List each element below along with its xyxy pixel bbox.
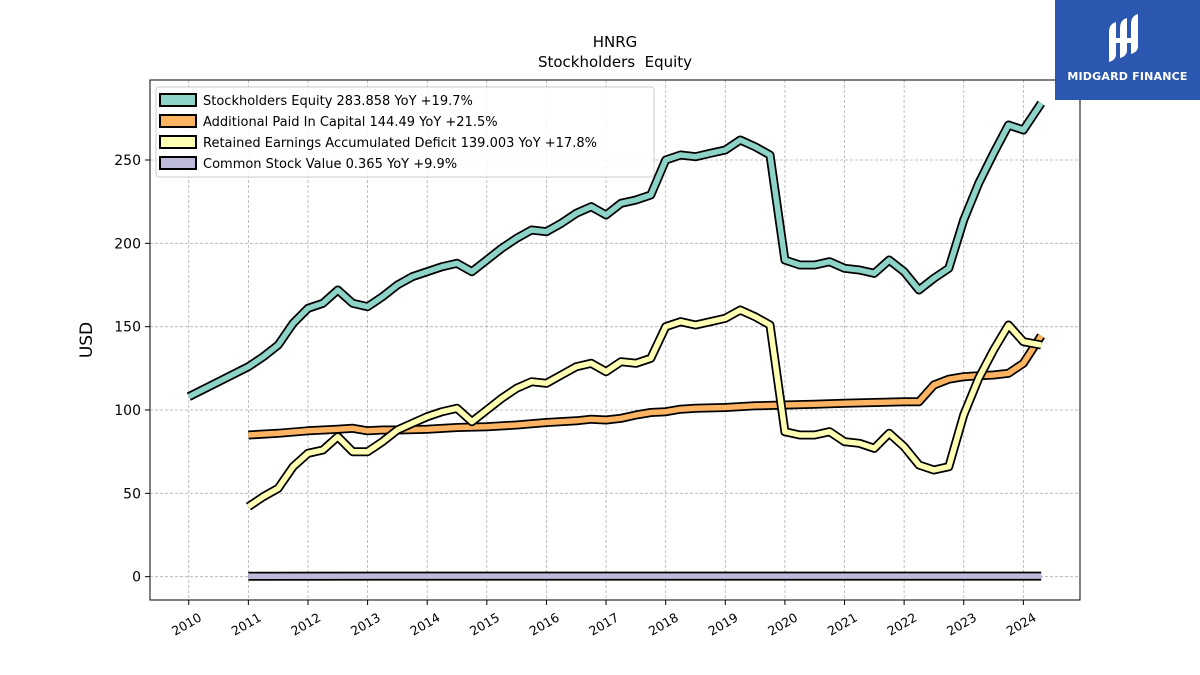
- series-line: [248, 334, 1044, 438]
- midgard-finance-logo: MIDGARD FINANCE: [1055, 0, 1200, 100]
- logo-text: MIDGARD FINANCE: [1067, 70, 1188, 83]
- midgard-logo-icon: [1109, 14, 1138, 62]
- chart-subtitle: Stockholders Equity: [538, 53, 692, 71]
- series-line: [187, 101, 1044, 400]
- y-tick-label: 50: [123, 486, 141, 502]
- x-tick-label: 2012: [288, 610, 323, 639]
- plot-area-frame: [149, 79, 1081, 601]
- x-tick-label: 2023: [944, 610, 979, 639]
- legend-label: Additional Paid In Capital 144.49 YoY +2…: [203, 115, 498, 130]
- legend-entry: Common Stock Value 0.365 YoY +9.9%: [159, 156, 457, 172]
- legend-box: [155, 86, 655, 178]
- x-tick-label: 2019: [706, 610, 741, 639]
- legend-entry: Stockholders Equity 283.858 YoY +19.7%: [159, 93, 473, 109]
- legend-swatch: [159, 93, 197, 107]
- y-tick-label: 200: [114, 236, 141, 252]
- legend-label: Common Stock Value 0.365 YoY +9.9%: [203, 157, 457, 172]
- series-line-3: [245, 305, 1043, 511]
- x-tick-label: 2021: [825, 610, 860, 639]
- legend-entry: Additional Paid In Capital 144.49 YoY +2…: [159, 114, 498, 130]
- legend-swatch: [159, 156, 197, 170]
- y-tick-label: 100: [114, 403, 141, 419]
- x-tick-label: 2017: [586, 610, 621, 639]
- legend-label: Retained Earnings Accumulated Deficit 13…: [203, 136, 597, 151]
- series-line: [246, 307, 1042, 509]
- x-tick-label: 2016: [527, 610, 562, 639]
- legend-swatch: [159, 135, 197, 149]
- series-layer: [186, 100, 1045, 581]
- legend-swatch: [159, 114, 197, 128]
- chart-title: HNRG: [593, 33, 638, 51]
- x-tick-label: 2018: [646, 610, 681, 639]
- y-tick-label: 250: [114, 153, 141, 169]
- legend-label: Stockholders Equity 283.858 YoY +19.7%: [203, 94, 473, 109]
- series-line-2: [248, 333, 1045, 440]
- series-line-1: [186, 100, 1045, 401]
- x-tick-label: 2011: [229, 610, 264, 639]
- x-tick-label: 2010: [169, 610, 204, 639]
- y-tick-label: 150: [114, 320, 141, 336]
- x-tick-label: 2020: [765, 610, 800, 639]
- axes: 2010 2011 2012 2013 2014 2015 2016 2017 2018 2019…: [114, 153, 1038, 639]
- x-tick-label: 2013: [348, 610, 383, 639]
- x-tick-label: 2015: [467, 610, 502, 639]
- y-axis-label: USD: [77, 322, 97, 358]
- legend: Stockholders Equity 283.858 YoY +19.7% Ad…: [155, 86, 655, 178]
- x-tick-label: 2024: [1004, 610, 1039, 639]
- x-tick-label: 2022: [884, 610, 919, 639]
- legend-entry: Retained Earnings Accumulated Deficit 13…: [159, 135, 597, 151]
- x-tick-label: 2014: [407, 610, 442, 639]
- y-tick-label: 0: [132, 570, 141, 586]
